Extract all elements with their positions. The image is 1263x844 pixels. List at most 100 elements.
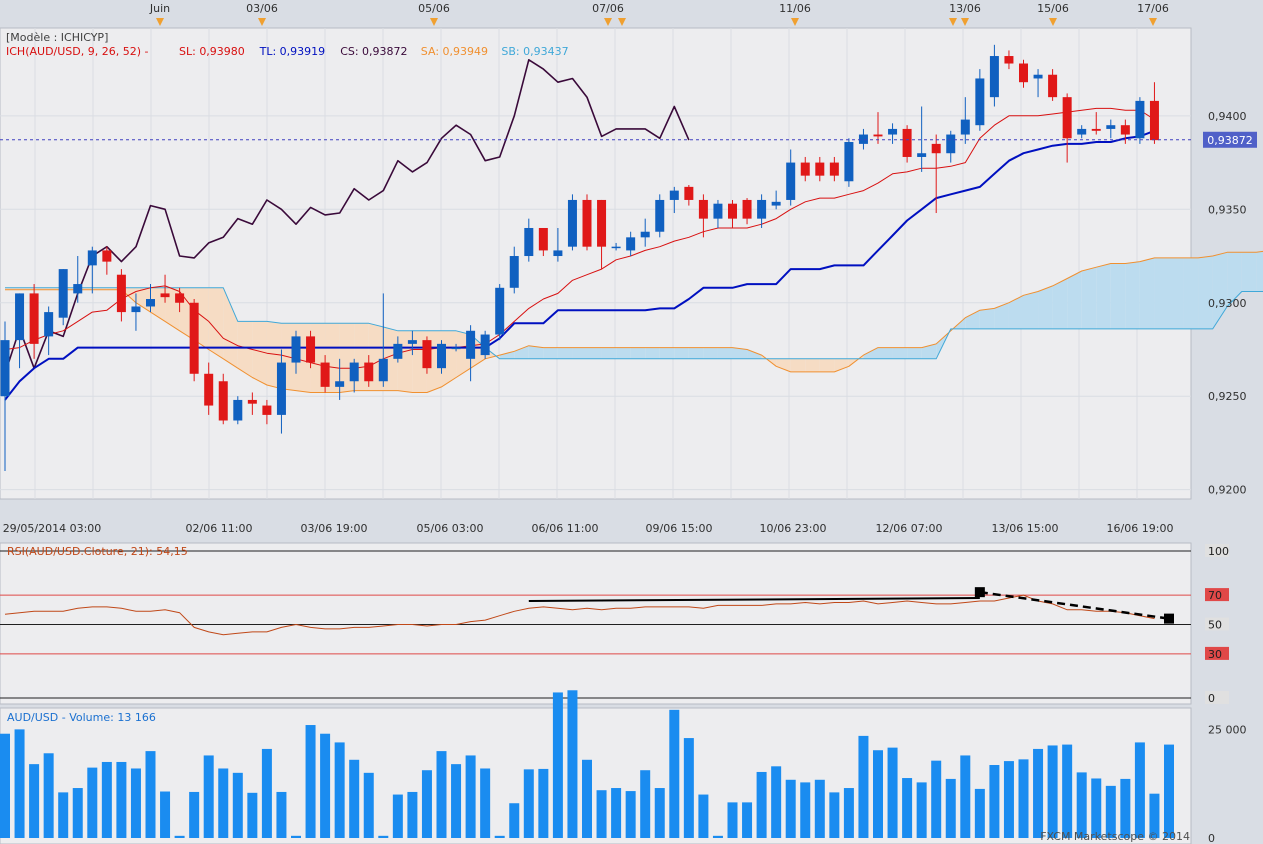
volume-bar [43, 753, 54, 838]
candle-body [218, 381, 228, 421]
candle-body [597, 199, 607, 247]
volume-bar [0, 733, 10, 838]
volume-bar [1062, 744, 1073, 838]
volume-bar [116, 761, 127, 838]
rsi-line [4, 594, 1155, 636]
candle-body [858, 134, 868, 144]
volume-bar [465, 755, 476, 838]
candle-body [538, 227, 548, 251]
volume-bar [72, 788, 83, 838]
candle-body [451, 347, 461, 350]
volume-bar [363, 772, 374, 838]
volume-bar [742, 802, 753, 838]
cloud-segment [834, 358, 849, 372]
volume-bar [916, 782, 927, 838]
volume-bar [974, 788, 985, 838]
time-marker-icon [156, 18, 164, 26]
price-tick-label: 0,9350 [1208, 203, 1247, 216]
candle-body [146, 299, 155, 307]
cloud-segment [1139, 257, 1155, 329]
price-panel[interactable] [0, 27, 1192, 500]
time-marker-icon [258, 18, 266, 26]
volume-bar [87, 767, 98, 838]
volume-bar [436, 751, 447, 838]
volume-bar [960, 755, 971, 838]
candle-body [349, 362, 359, 382]
candle-body [829, 162, 839, 176]
candle-body [247, 399, 257, 404]
volume-bar [931, 760, 942, 838]
volume-bar [101, 761, 112, 838]
cloud-segment [819, 358, 835, 372]
rsi-tick-label: 100 [1208, 545, 1229, 558]
volume-bar [349, 759, 360, 838]
candle-body [407, 340, 417, 344]
volume-bar [174, 835, 185, 838]
candle-body [1019, 63, 1028, 83]
volume-bar [1134, 742, 1145, 838]
current-price-tag [1203, 131, 1257, 148]
candle-body [698, 199, 708, 219]
cloud-segment [1038, 285, 1053, 329]
volume-bar [480, 768, 491, 838]
candle-body [844, 142, 854, 182]
candle-body [582, 199, 592, 247]
cloud-segment [747, 349, 762, 359]
rsi-level-badge [1205, 588, 1229, 602]
volume-bar [305, 725, 316, 838]
volume-bar [611, 788, 622, 838]
cloud-segment [659, 347, 675, 359]
cloud-segment [732, 347, 748, 359]
volume-bar [698, 794, 709, 838]
candle-body [15, 293, 25, 341]
volume-bar [334, 742, 345, 838]
volume-bar [843, 788, 854, 838]
chikou-span-line [4, 58, 690, 375]
rsi-level-badge [1205, 617, 1229, 631]
volume-bar [145, 751, 156, 838]
candle-body [87, 250, 97, 266]
candle-body [509, 256, 519, 288]
candle-body [771, 201, 781, 206]
cloud-segment [208, 287, 224, 359]
candle-body [873, 134, 883, 137]
volume-bar [669, 709, 680, 838]
volume-tick-label: 25 000 [1208, 723, 1247, 736]
legend-entry: SA: 0,93949 [421, 45, 488, 58]
candle-body [567, 199, 577, 247]
x-tick-label: 16/06 19:00 [1107, 522, 1174, 535]
candle-body [786, 162, 796, 200]
cloud-segment [528, 345, 544, 359]
time-marker-icon [961, 18, 969, 26]
volume-bar [1033, 748, 1044, 838]
x-tick-label: 29/05/2014 03:00 [3, 522, 102, 535]
rsi-level-badge [1205, 691, 1229, 704]
rsi-legend: RSI(AUD/USD.Cloture, 21): 54,15 [7, 545, 188, 558]
candle-body [1091, 128, 1101, 131]
volume-bar [567, 690, 578, 838]
price-tick-label: 0,9200 [1208, 484, 1247, 497]
time-marker-icon [1049, 18, 1057, 26]
candle-body [1077, 128, 1087, 135]
cloud-segment [1052, 278, 1068, 329]
cloud-segment [1256, 251, 1263, 292]
price-tick-label: 0,9400 [1208, 110, 1247, 123]
candle-body [640, 231, 650, 238]
rsi-level-badge [1205, 544, 1229, 557]
volume-bar [712, 835, 723, 838]
ichimoku-legend: ICH(AUD/USD, 9, 26, 52) - SL: 0,93980 TL: … [6, 45, 569, 58]
volume-bar [218, 768, 229, 838]
trendline-handle [1164, 613, 1174, 624]
candle-body [524, 227, 534, 257]
rsi-tick-label: 70 [1208, 589, 1222, 602]
rsi-tick-label: 50 [1208, 619, 1222, 632]
volume-bar [160, 791, 171, 838]
cloud-segment [557, 347, 573, 359]
candle-body [946, 134, 956, 154]
cloud-segment [703, 347, 718, 359]
candle-body [422, 340, 432, 369]
rsi-tick-label: 0 [1208, 692, 1215, 705]
volume-bar [1003, 761, 1014, 838]
rsi-panel[interactable] [0, 542, 1192, 705]
